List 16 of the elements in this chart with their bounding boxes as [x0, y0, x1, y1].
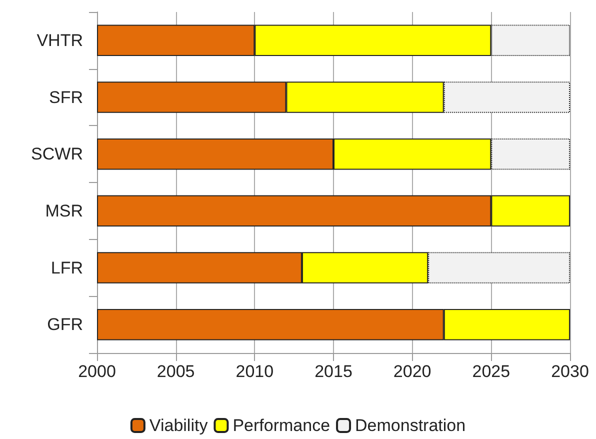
x-tick-label: 2025	[472, 362, 510, 381]
y-tick-label: SCWR	[31, 144, 83, 164]
x-tick-label: 2005	[156, 362, 195, 381]
x-tick-label: 2020	[393, 362, 432, 381]
x-tick-label: 2000	[78, 362, 116, 381]
legend-label: Demonstration	[355, 416, 466, 435]
y-tick-label: MSR	[45, 201, 83, 220]
x-tick-label: 2010	[236, 362, 274, 381]
y-tick-label: GFR	[47, 315, 83, 334]
y-tick-label: SFR	[49, 88, 83, 107]
legend-label: Viability	[149, 416, 208, 435]
y-tick-label: VHTR	[36, 30, 83, 50]
x-tick-label: 2030	[551, 362, 589, 381]
legend-label: Performance	[232, 416, 330, 435]
x-tick-label: 2015	[314, 362, 352, 381]
y-tick-label: LFR	[50, 258, 83, 278]
